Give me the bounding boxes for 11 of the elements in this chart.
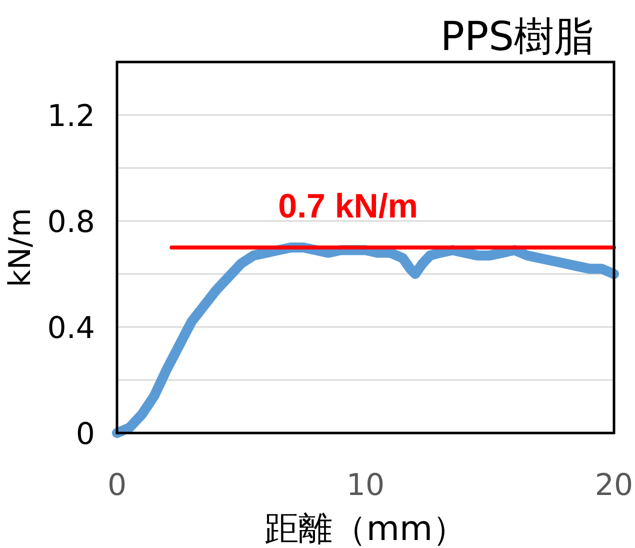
annotation: 0.7 kN/m <box>278 188 418 226</box>
y-tick-label: 0 <box>76 417 95 452</box>
x-axis-title: 距離（mm） <box>264 509 467 548</box>
x-tick-label: 10 <box>346 468 385 503</box>
y-tick-label: 0.4 <box>47 311 95 346</box>
y-axis-title: kN/m <box>3 208 38 288</box>
y-tick-label: 1.2 <box>47 99 95 134</box>
y-tick-label: 0.8 <box>47 205 95 240</box>
chart-title: PPS樹脂 <box>440 14 594 60</box>
x-tick-label: 20 <box>594 468 634 503</box>
x-tick-label: 0 <box>107 468 127 503</box>
